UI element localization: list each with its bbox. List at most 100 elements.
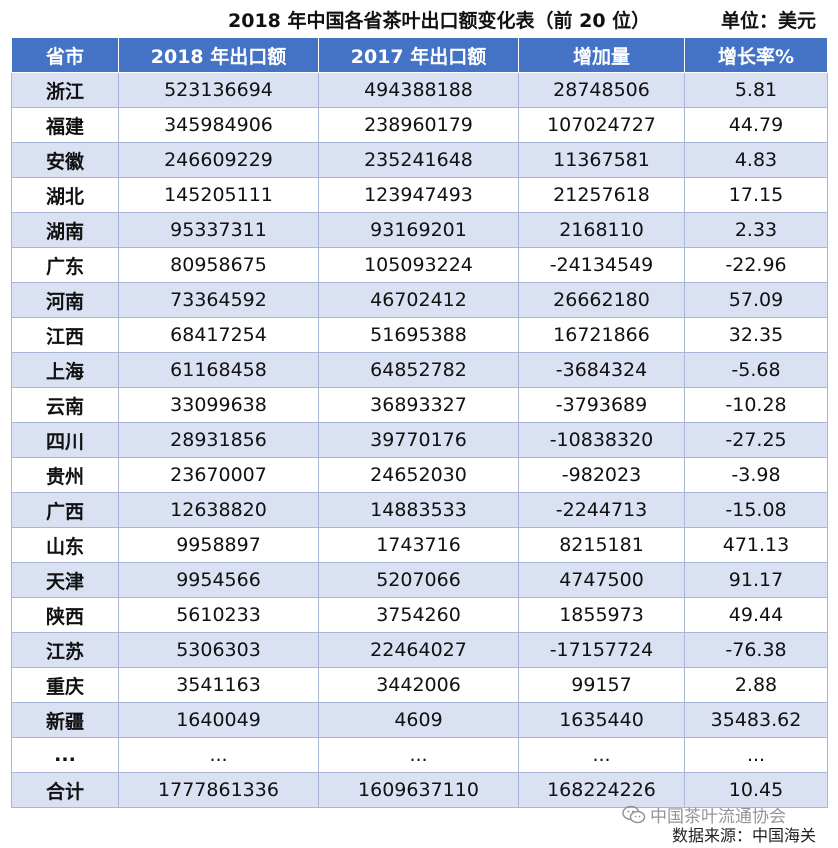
export-2018-cell: 5306303 (118, 632, 319, 668)
increase-cell: 1635440 (518, 702, 685, 738)
export-2017-cell: 5207066 (318, 562, 519, 598)
export-2018-cell: 23670007 (118, 457, 319, 493)
column-header-export-2017: 2017 年出口额 (318, 37, 519, 73)
export-2017-cell: 235241648 (318, 142, 519, 178)
export-2018-cell: 80958675 (118, 247, 319, 283)
export-2017-cell: 123947493 (318, 177, 519, 213)
export-2018-cell: 95337311 (118, 212, 319, 248)
province-cell: 福建 (11, 107, 119, 143)
province-cell: 四川 (11, 422, 119, 458)
export-2017-cell: 494388188 (318, 72, 519, 108)
growth-rate-cell: 44.79 (684, 107, 828, 143)
increase-cell: 107024727 (518, 107, 685, 143)
table-row: 安徽 246609229 235241648 11367581 4.83 (11, 142, 828, 178)
province-cell: 云南 (11, 387, 119, 423)
export-2018-cell: 68417254 (118, 317, 319, 353)
data-source-note: 数据来源：中国海关 (671, 826, 816, 845)
column-header-export-2018: 2018 年出口额 (118, 37, 319, 73)
column-header-growth-rate: 增长率% (684, 37, 828, 73)
growth-rate-cell: 2.88 (684, 667, 828, 703)
increase-cell: 99157 (518, 667, 685, 703)
table-row: 云南 33099638 36893327 -3793689 -10.28 (11, 387, 828, 423)
column-header-province: 省市 (11, 37, 119, 73)
export-2018-cell: 345984906 (118, 107, 319, 143)
watermark: 中国茶叶流通协会 (622, 802, 786, 827)
increase-cell: -2244713 (518, 492, 685, 528)
increase-cell: 16721866 (518, 317, 685, 353)
growth-rate-cell: -15.08 (684, 492, 828, 528)
province-cell: 浙江 (11, 72, 119, 108)
province-cell: 江西 (11, 317, 119, 353)
export-2018-cell: 33099638 (118, 387, 319, 423)
title-row: 2018 年中国各省茶叶出口额变化表（前 20 位） 单位：美元 (0, 4, 838, 34)
export-2018-cell: 523136694 (118, 72, 319, 108)
province-cell: 陕西 (11, 597, 119, 633)
export-2017-cell: 4609 (318, 702, 519, 738)
province-cell: 广西 (11, 492, 119, 528)
growth-rate-cell: -76.38 (684, 632, 828, 668)
export-2017-cell: ... (318, 737, 519, 773)
export-2017-cell: 36893327 (318, 387, 519, 423)
province-cell: 河南 (11, 282, 119, 318)
export-2017-cell: 22464027 (318, 632, 519, 668)
increase-cell: 28748506 (518, 72, 685, 108)
export-2018-cell: 3541163 (118, 667, 319, 703)
table-row: 天津 9954566 5207066 4747500 91.17 (11, 562, 828, 598)
increase-cell: 2168110 (518, 212, 685, 248)
export-2017-cell: 64852782 (318, 352, 519, 388)
total-label-cell: 合计 (11, 772, 119, 808)
table-row: 新疆 1640049 4609 1635440 35483.62 (11, 702, 828, 738)
export-2018-cell: ... (118, 737, 319, 773)
export-2018-cell: 61168458 (118, 352, 319, 388)
growth-rate-cell: ... (684, 737, 828, 773)
unit-label: 单位：美元 (720, 10, 816, 32)
growth-rate-cell: 49.44 (684, 597, 828, 633)
export-2018-cell: 5610233 (118, 597, 319, 633)
increase-cell: ... (518, 737, 685, 773)
growth-rate-cell: -27.25 (684, 422, 828, 458)
table-row: 陕西 5610233 3754260 1855973 49.44 (11, 597, 828, 633)
watermark-text: 中国茶叶流通协会 (650, 807, 786, 827)
province-cell: ... (11, 737, 119, 773)
export-2018-cell: 73364592 (118, 282, 319, 318)
province-cell: 贵州 (11, 457, 119, 493)
growth-rate-cell: 57.09 (684, 282, 828, 318)
increase-cell: -24134549 (518, 247, 685, 283)
increase-cell: -17157724 (518, 632, 685, 668)
table-header-row: 省市 2018 年出口额 2017 年出口额 增加量 增长率% (11, 37, 828, 73)
table-row: 山东 9958897 1743716 8215181 471.13 (11, 527, 828, 563)
increase-cell: 8215181 (518, 527, 685, 563)
export-2017-cell: 3442006 (318, 667, 519, 703)
table-row: ... ... ... ... ... (11, 737, 828, 773)
province-cell: 安徽 (11, 142, 119, 178)
growth-rate-cell: 35483.62 (684, 702, 828, 738)
increase-cell: 26662180 (518, 282, 685, 318)
growth-rate-cell: -22.96 (684, 247, 828, 283)
growth-rate-cell: 471.13 (684, 527, 828, 563)
export-2018-cell: 9958897 (118, 527, 319, 563)
export-2017-cell: 93169201 (318, 212, 519, 248)
table-row: 浙江 523136694 494388188 28748506 5.81 (11, 72, 828, 108)
export-2018-cell: 145205111 (118, 177, 319, 213)
export-2018-cell: 28931856 (118, 422, 319, 458)
table-row: 重庆 3541163 3442006 99157 2.88 (11, 667, 828, 703)
growth-rate-cell: 17.15 (684, 177, 828, 213)
increase-cell: -10838320 (518, 422, 685, 458)
table-row: 广西 12638820 14883533 -2244713 -15.08 (11, 492, 828, 528)
wechat-icon (622, 805, 646, 830)
table-row: 上海 61168458 64852782 -3684324 -5.68 (11, 352, 828, 388)
export-2017-cell: 39770176 (318, 422, 519, 458)
export-2018-cell: 1640049 (118, 702, 319, 738)
export-2017-cell: 51695388 (318, 317, 519, 353)
increase-cell: -3684324 (518, 352, 685, 388)
province-cell: 天津 (11, 562, 119, 598)
increase-cell: -982023 (518, 457, 685, 493)
growth-rate-cell: 4.83 (684, 142, 828, 178)
export-2017-cell: 238960179 (318, 107, 519, 143)
table-row: 河南 73364592 46702412 26662180 57.09 (11, 282, 828, 318)
province-cell: 重庆 (11, 667, 119, 703)
export-2017-cell: 1743716 (318, 527, 519, 563)
table-row: 广东 80958675 105093224 -24134549 -22.96 (11, 247, 828, 283)
export-2017-cell: 46702412 (318, 282, 519, 318)
table-row: 四川 28931856 39770176 -10838320 -27.25 (11, 422, 828, 458)
